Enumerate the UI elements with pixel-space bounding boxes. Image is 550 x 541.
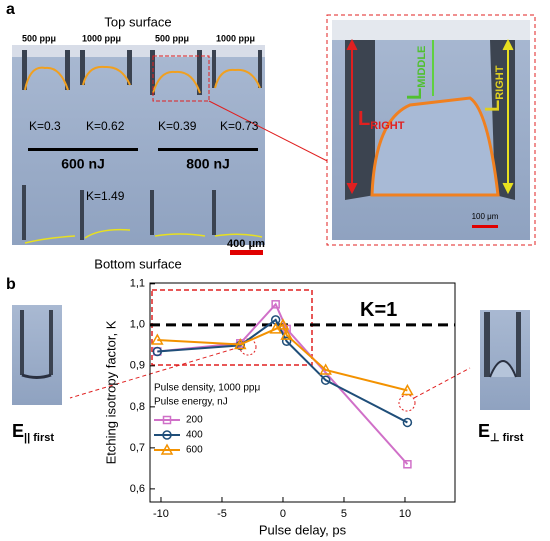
x-tick-label: 10 (399, 508, 411, 520)
k-value: K=0.39 (158, 119, 197, 133)
length-main: L (482, 100, 504, 112)
micrograph (12, 45, 346, 255)
y-tick-label: 1,0 (130, 319, 145, 331)
k-value: K=0.3 (29, 119, 61, 133)
field-main: E (12, 421, 24, 441)
top-label: Top surface (104, 14, 171, 29)
k-value: K=1.49 (86, 189, 125, 203)
y-tick-label: 0,8 (130, 401, 145, 413)
energy: 800 nJ (186, 156, 230, 172)
panel-label: b (6, 276, 16, 293)
legend-title: Pulse energy, nJ (154, 397, 228, 408)
marker (271, 300, 280, 309)
x-tick-label: 5 (341, 508, 347, 520)
density: 500 ppμ (155, 33, 189, 43)
y-axis-label: Etching isotropy factor, K (103, 320, 118, 464)
marker (403, 460, 412, 469)
bottom-label: Bottom surface (94, 256, 181, 271)
field-label: E|| first (12, 421, 54, 444)
field-sub: || first (24, 432, 54, 444)
field-main: E (478, 421, 490, 441)
legend-title: Pulse density, 1000 ppμ (154, 383, 260, 394)
marker (276, 318, 290, 330)
length-label: LRIGHT (358, 108, 405, 132)
x-tick-label: -5 (217, 508, 227, 520)
x-tick-label: -10 (153, 508, 169, 520)
marker (320, 375, 331, 385)
reference-label: K=1 (360, 299, 397, 321)
x-axis-label: Pulse delay, ps (259, 522, 347, 537)
legend-label: 200 (186, 415, 203, 426)
marker (152, 346, 163, 357)
length-label: LRIGHT (482, 65, 506, 112)
length-main: L (404, 88, 426, 100)
marker (319, 363, 332, 375)
marker (234, 337, 247, 350)
x-tick-label: 0 (280, 508, 286, 520)
length-sub: RIGHT (370, 120, 405, 132)
length-label: LMIDDLE (404, 46, 428, 100)
energy: 600 nJ (61, 156, 105, 172)
series-line (157, 318, 408, 424)
marker (162, 415, 172, 425)
marker (402, 417, 413, 428)
marker (160, 443, 174, 455)
density: 1000 ppμ (216, 33, 255, 43)
marker (401, 383, 414, 396)
series-line (157, 323, 408, 392)
y-tick-label: 0,9 (130, 360, 145, 372)
marker (281, 336, 292, 346)
y-tick-label: 1,1 (130, 278, 145, 290)
length-sub: RIGHT (494, 65, 506, 100)
marker (280, 328, 293, 340)
plot-area (149, 282, 456, 503)
length-main: L (358, 108, 370, 130)
density: 1000 ppμ (82, 33, 121, 43)
side-image (12, 289, 530, 412)
field-label: E⊥ first (478, 421, 524, 444)
scale-label: 400 μm (227, 238, 265, 250)
legend-label: 600 (186, 445, 203, 456)
chart: 0,6 0,7 0,8 0,9 1,0 1,1 -10 -5 0 5 10 Pulse delay, … (103, 278, 456, 537)
legend-label: 400 (186, 430, 203, 441)
marker (151, 333, 164, 345)
k-value: K=0.73 (220, 119, 259, 133)
y-tick-label: 0,7 (130, 442, 145, 454)
scale-label: 100 μm (472, 212, 499, 221)
length-sub: MIDDLE (416, 46, 428, 88)
y-tick-label: 0,6 (130, 483, 145, 495)
density: 500 ppμ (22, 33, 56, 43)
field-sub: ⊥ first (490, 432, 524, 444)
inset (326, 14, 536, 246)
marker (162, 430, 172, 440)
k-value: K=0.62 (86, 119, 125, 133)
panel-label: a (6, 1, 15, 18)
